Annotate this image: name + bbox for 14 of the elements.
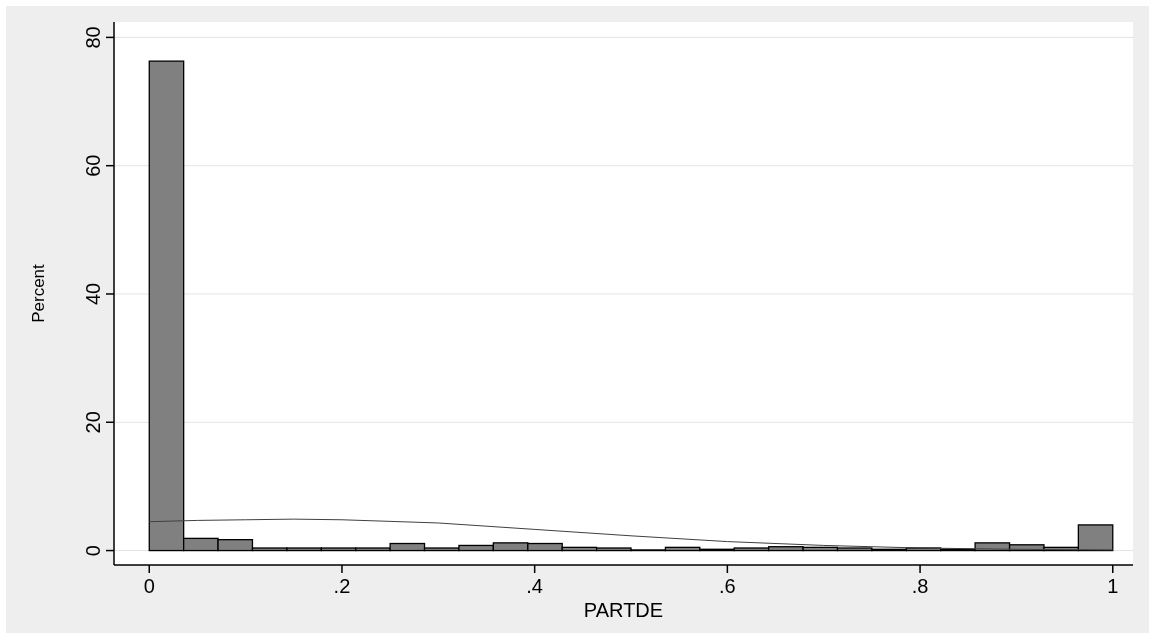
y-tick-label: 20	[82, 411, 104, 434]
y-tick-label: 0	[82, 545, 104, 557]
y-tick-label: 40	[82, 282, 104, 306]
x-tick-label: 0	[143, 575, 155, 597]
y-tick-label: 60	[82, 154, 104, 177]
line-series	[148, 518, 1114, 551]
x-tick-label: 1	[1107, 575, 1119, 597]
x-tick-label: .4	[526, 575, 544, 597]
y-tick-label: 80	[82, 26, 104, 49]
x-tick-label: .2	[333, 575, 351, 597]
x-tick-label: .8	[911, 575, 929, 597]
x-axis-title: PARTDE	[583, 599, 664, 621]
x-tick-label: .6	[719, 575, 736, 597]
y-axis-title: Percent	[29, 263, 48, 323]
